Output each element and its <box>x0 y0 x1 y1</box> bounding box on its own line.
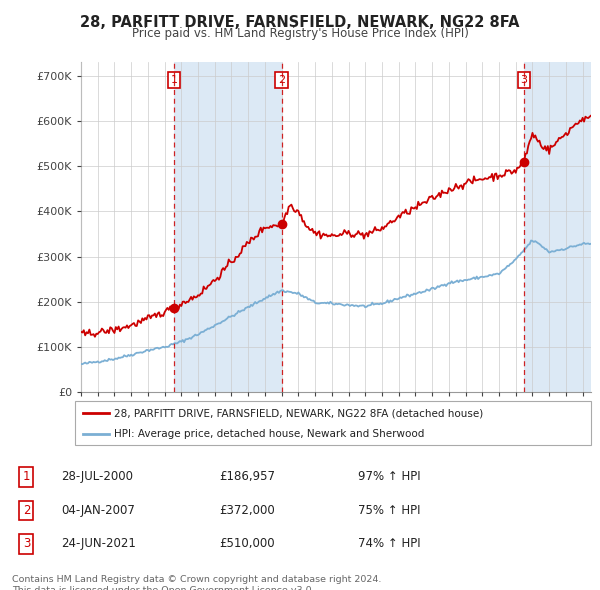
Text: 1: 1 <box>23 470 30 483</box>
Text: 2: 2 <box>278 75 286 85</box>
Bar <box>524 62 591 392</box>
FancyBboxPatch shape <box>75 401 591 445</box>
Text: 3: 3 <box>23 537 30 550</box>
Text: 28, PARFITT DRIVE, FARNSFIELD, NEWARK, NG22 8FA: 28, PARFITT DRIVE, FARNSFIELD, NEWARK, N… <box>80 15 520 30</box>
Text: £372,000: £372,000 <box>220 504 275 517</box>
Text: 28, PARFITT DRIVE, FARNSFIELD, NEWARK, NG22 8FA (detached house): 28, PARFITT DRIVE, FARNSFIELD, NEWARK, N… <box>114 408 483 418</box>
Text: 97% ↑ HPI: 97% ↑ HPI <box>358 470 420 483</box>
Text: 24-JUN-2021: 24-JUN-2021 <box>61 537 136 550</box>
Text: Price paid vs. HM Land Registry's House Price Index (HPI): Price paid vs. HM Land Registry's House … <box>131 27 469 40</box>
Text: 1: 1 <box>170 75 178 85</box>
Text: HPI: Average price, detached house, Newark and Sherwood: HPI: Average price, detached house, Newa… <box>114 428 424 438</box>
Bar <box>174 62 282 392</box>
Text: 2: 2 <box>23 504 30 517</box>
Text: £186,957: £186,957 <box>220 470 275 483</box>
Text: £510,000: £510,000 <box>220 537 275 550</box>
Text: 74% ↑ HPI: 74% ↑ HPI <box>358 537 420 550</box>
Text: 28-JUL-2000: 28-JUL-2000 <box>61 470 133 483</box>
Text: 04-JAN-2007: 04-JAN-2007 <box>61 504 135 517</box>
Text: 3: 3 <box>520 75 527 85</box>
Text: Contains HM Land Registry data © Crown copyright and database right 2024.
This d: Contains HM Land Registry data © Crown c… <box>12 575 382 590</box>
Text: 75% ↑ HPI: 75% ↑ HPI <box>358 504 420 517</box>
